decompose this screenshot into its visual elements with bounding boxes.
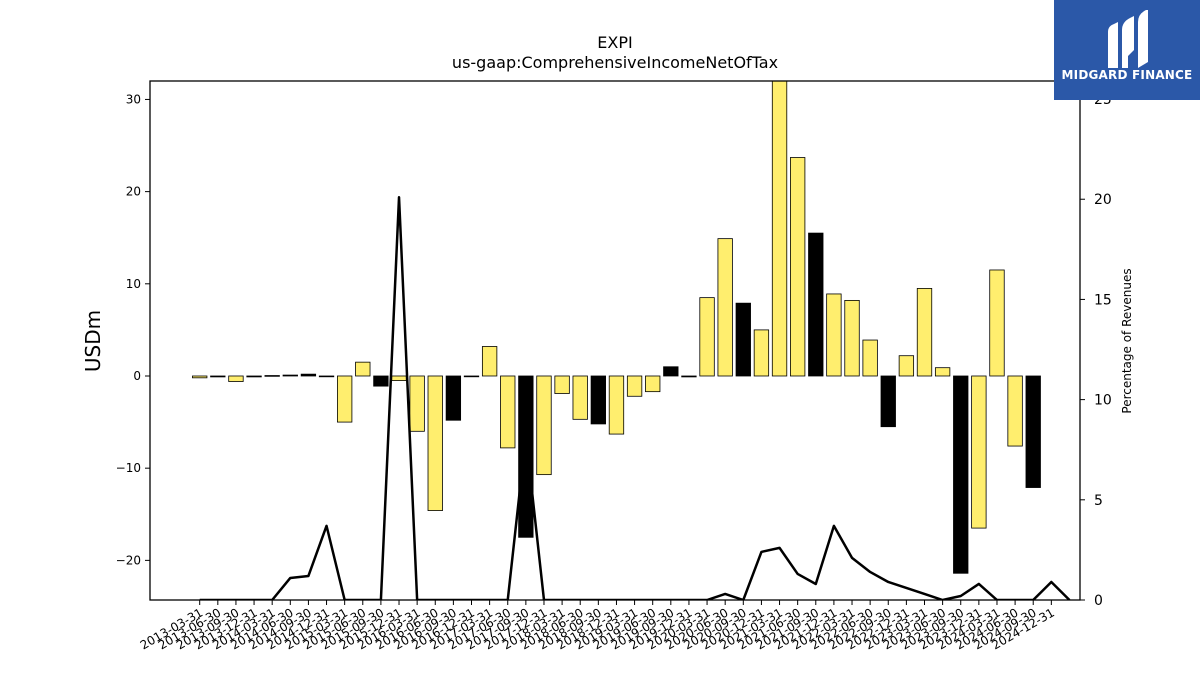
percentage-line (199, 195, 1071, 600)
y2-tick-label: 15 (1094, 292, 1112, 308)
bar-2013-03-31 (192, 375, 208, 379)
y-axis-label: USDm (81, 310, 105, 372)
logo-text: MIDGARD FINANCE (1061, 68, 1193, 82)
bar-2018-03-31 (554, 375, 570, 394)
bar-2021-09-30 (808, 232, 824, 377)
y2-axis-label: Percentage of Revenues (1120, 268, 1134, 413)
y-tick-label: 30 (126, 92, 141, 106)
y-tick-label: −20 (116, 553, 141, 567)
chart-title: EXPI (597, 33, 632, 52)
bar-2017-03-31 (481, 346, 498, 377)
chart-subtitle: us-gaap:ComprehensiveIncomeNetOfTax (452, 53, 778, 72)
bar-2018-06-30 (572, 375, 588, 420)
bar-2021-03-31 (771, 80, 788, 377)
bar-2014-06-30 (282, 374, 298, 377)
bar-2024-06-30 (1007, 375, 1023, 447)
y2-tick-label: 10 (1094, 393, 1112, 409)
bar-2016-12-31 (463, 375, 480, 378)
bar-2016-06-30 (427, 375, 443, 511)
bar-2017-12-31 (536, 375, 552, 476)
percentage-line-series (199, 195, 1071, 600)
bar-2019-06-30 (645, 375, 661, 393)
midgard-mark-icon (1108, 10, 1148, 68)
bar-2024-09-30 (1025, 375, 1041, 488)
bar-2015-09-30 (373, 375, 389, 387)
bar-2020-12-31 (753, 329, 770, 377)
bar-2013-09-30 (228, 375, 244, 382)
bar-2023-12-31 (971, 375, 987, 529)
bar-2020-03-31 (699, 297, 715, 377)
bar-2022-06-30 (862, 339, 878, 377)
y-tick-label: 0 (133, 369, 141, 383)
plot-frame (149, 80, 1081, 601)
bar-2017-09-30 (518, 375, 534, 538)
bar-2014-03-31 (264, 375, 280, 377)
bar-2018-09-30 (590, 375, 606, 425)
bar-2019-12-31 (681, 375, 697, 378)
bar-2021-12-31 (826, 293, 842, 377)
bar-2023-09-30 (953, 375, 969, 574)
bar-2014-09-30 (300, 373, 317, 377)
bar-2022-09-30 (880, 375, 896, 428)
bar-2013-12-31 (246, 375, 262, 378)
y2-tick-label: 5 (1094, 493, 1103, 509)
bar-2022-12-31 (898, 355, 915, 377)
y-tick-label: 20 (126, 185, 141, 199)
bar-2016-03-31 (409, 375, 425, 432)
bar-2015-06-30 (355, 361, 371, 377)
bar-2024-03-31 (989, 269, 1005, 377)
y-tick-label: −10 (116, 461, 141, 475)
y-tick-label: 10 (126, 277, 141, 291)
bar-2022-03-31 (844, 299, 860, 377)
bar-2015-03-31 (337, 375, 353, 423)
x-axis: 2013-03-312013-06-302013-09-302013-12-31… (138, 600, 1057, 652)
bar-2023-06-30 (934, 367, 951, 377)
bar-2019-03-31 (626, 375, 643, 397)
bar-2017-06-30 (500, 375, 516, 449)
y-axis-left: −20 −10 0 10 20 30 (116, 92, 150, 567)
bar-2020-06-30 (717, 238, 733, 377)
bar-2015-12-31 (391, 375, 407, 381)
bar-2014-12-31 (318, 375, 335, 378)
bar-2019-09-30 (663, 366, 679, 377)
bar-2020-09-30 (735, 302, 751, 377)
bar-2018-12-31 (608, 375, 625, 435)
bar-2013-06-30 (210, 375, 226, 378)
bar-2023-03-31 (916, 288, 933, 377)
bar-2021-06-30 (790, 157, 806, 377)
y2-tick-label: 0 (1094, 593, 1103, 609)
y2-tick-label: 20 (1094, 192, 1112, 208)
brand-logo: MIDGARD FINANCE (1054, 0, 1200, 100)
bar-2016-09-30 (445, 375, 462, 421)
bar-series (192, 80, 1041, 574)
